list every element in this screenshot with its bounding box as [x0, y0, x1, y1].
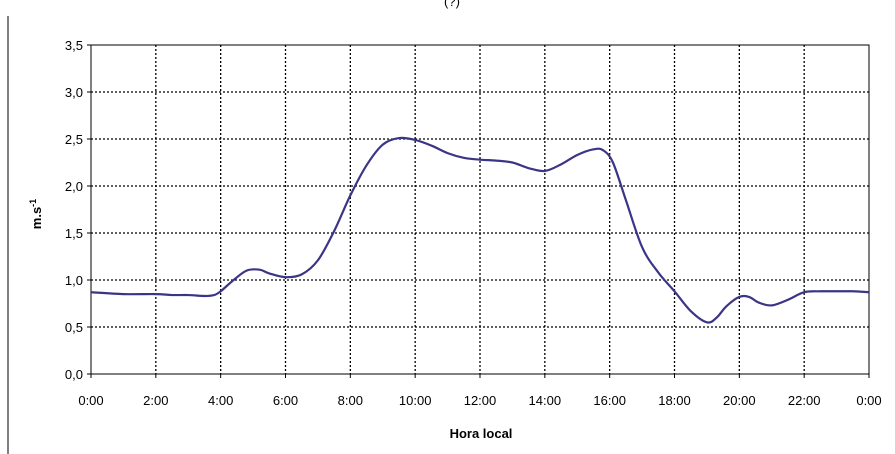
x-tick-label-6: 12:00 — [464, 393, 497, 408]
y-tick-label-2: 1,0 — [65, 273, 83, 288]
series-line — [90, 136, 870, 324]
y-tick-label-3: 1,5 — [65, 226, 83, 241]
y-axis-title: m.s-1 — [28, 199, 44, 229]
y-tick-label-0: 0,0 — [65, 367, 83, 382]
x-tick-label-8: 16:00 — [593, 393, 626, 408]
x-tick-label-12: 0:00 — [856, 393, 881, 408]
x-tick-label-4: 8:00 — [338, 393, 363, 408]
x-tick-label-3: 6:00 — [273, 393, 298, 408]
y-axis-tick-labels: 0,0 0,5 1,0 1,5 2,0 2,5 3,0 3,5 — [65, 38, 91, 382]
x-axis-tick-labels: 0:00 2:00 4:00 6:00 8:00 10:00 12:00 14:00 16:00… — [78, 374, 882, 408]
x-tick-label-0: 0:00 — [78, 393, 103, 408]
y-tick-label-7: 3,5 — [65, 38, 83, 53]
x-tick-label-10: 20:00 — [723, 393, 756, 408]
x-tick-label-7: 14:00 — [529, 393, 562, 408]
chart-title: (?) — [444, 0, 460, 9]
x-tick-label-11: 22:00 — [788, 393, 821, 408]
y-axis-title-base: m.s — [29, 207, 44, 229]
y-tick-label-5: 2,5 — [65, 132, 83, 147]
y-tick-label-6: 3,0 — [65, 85, 83, 100]
x-tick-label-1: 2:00 — [143, 393, 168, 408]
x-tick-label-9: 18:00 — [658, 393, 691, 408]
grid — [91, 45, 869, 374]
x-tick-label-2: 4:00 — [208, 393, 233, 408]
y-tick-label-4: 2,0 — [65, 179, 83, 194]
y-axis-title-superscript: -1 — [28, 199, 38, 207]
x-tick-label-5: 10:00 — [399, 393, 432, 408]
x-axis-title: Hora local — [450, 426, 513, 441]
y-tick-label-1: 0,5 — [65, 320, 83, 335]
